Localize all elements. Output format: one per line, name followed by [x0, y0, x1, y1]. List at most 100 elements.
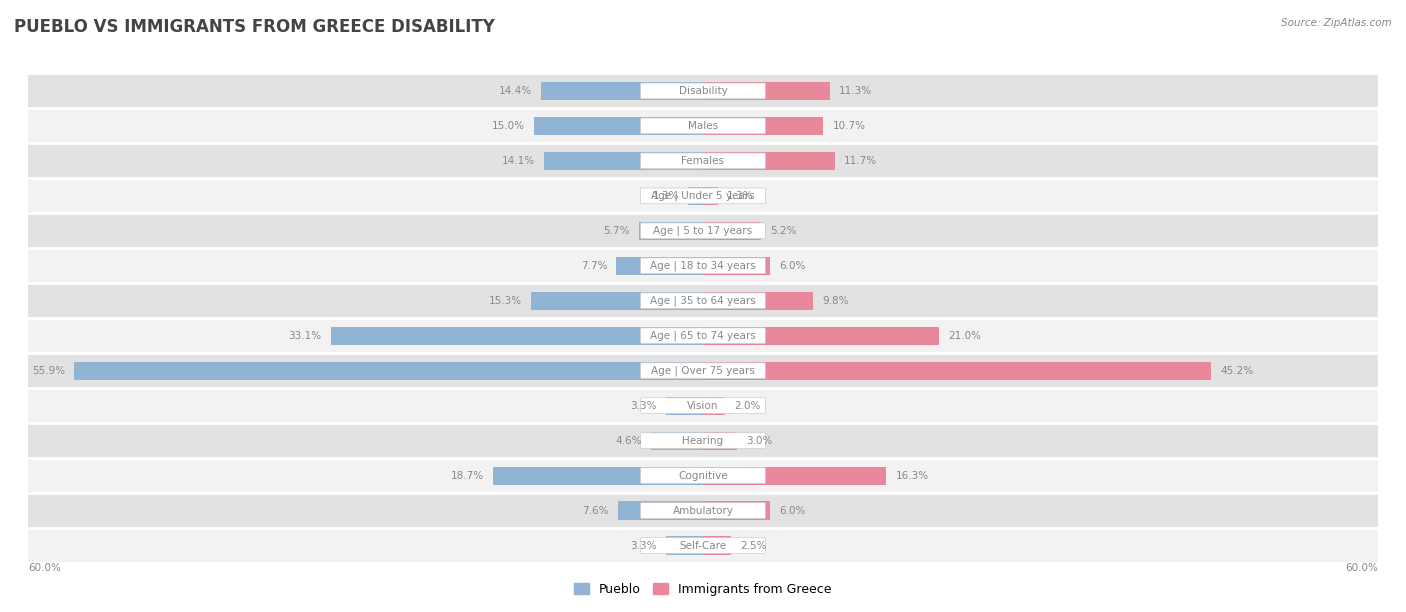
Bar [638, 222, 703, 240]
Text: 18.7%: 18.7% [450, 471, 484, 480]
FancyBboxPatch shape [641, 502, 765, 518]
Text: 33.1%: 33.1% [288, 330, 322, 341]
Bar [703, 397, 725, 415]
Bar [28, 108, 1378, 143]
Text: Source: ZipAtlas.com: Source: ZipAtlas.com [1281, 18, 1392, 28]
Bar [703, 222, 762, 240]
Bar [616, 256, 703, 275]
Bar [531, 292, 703, 310]
Bar [28, 143, 1378, 178]
Bar [28, 458, 1378, 493]
Text: Cognitive: Cognitive [678, 471, 728, 480]
Text: 1.3%: 1.3% [727, 191, 754, 201]
Legend: Pueblo, Immigrants from Greece: Pueblo, Immigrants from Greece [569, 578, 837, 601]
FancyBboxPatch shape [641, 328, 765, 343]
Text: 14.4%: 14.4% [499, 86, 531, 96]
Bar [651, 431, 703, 450]
Text: Age | 18 to 34 years: Age | 18 to 34 years [650, 261, 756, 271]
Bar [703, 501, 770, 520]
Bar [28, 283, 1378, 318]
FancyBboxPatch shape [641, 293, 765, 308]
Bar [28, 248, 1378, 283]
Text: 7.6%: 7.6% [582, 506, 609, 515]
Text: Vision: Vision [688, 401, 718, 411]
FancyBboxPatch shape [641, 83, 765, 99]
Bar [330, 327, 703, 345]
Bar [703, 537, 731, 554]
Text: 9.8%: 9.8% [823, 296, 849, 306]
Bar [544, 152, 703, 170]
Text: 6.0%: 6.0% [779, 261, 806, 271]
Bar [689, 187, 703, 205]
FancyBboxPatch shape [641, 118, 765, 134]
Bar [703, 187, 717, 205]
Text: Females: Females [682, 156, 724, 166]
Text: 3.3%: 3.3% [630, 540, 657, 551]
FancyBboxPatch shape [641, 223, 765, 239]
Bar [703, 292, 813, 310]
Text: 16.3%: 16.3% [896, 471, 928, 480]
Text: Hearing: Hearing [682, 436, 724, 446]
Text: 21.0%: 21.0% [948, 330, 981, 341]
Text: 3.3%: 3.3% [630, 401, 657, 411]
Bar [703, 466, 886, 485]
Bar [28, 388, 1378, 423]
Text: Age | 5 to 17 years: Age | 5 to 17 years [654, 226, 752, 236]
Bar [666, 397, 703, 415]
FancyBboxPatch shape [641, 188, 765, 204]
Text: Disability: Disability [679, 86, 727, 96]
Text: 10.7%: 10.7% [832, 121, 865, 131]
FancyBboxPatch shape [641, 153, 765, 169]
Text: 7.7%: 7.7% [581, 261, 607, 271]
FancyBboxPatch shape [641, 538, 765, 553]
FancyBboxPatch shape [641, 468, 765, 483]
Text: Self-Care: Self-Care [679, 540, 727, 551]
Text: Males: Males [688, 121, 718, 131]
Bar [28, 178, 1378, 214]
Bar [28, 528, 1378, 563]
Text: Age | Under 5 years: Age | Under 5 years [651, 190, 755, 201]
Bar [703, 82, 830, 100]
Bar [534, 117, 703, 135]
Bar [703, 256, 770, 275]
Text: Age | 35 to 64 years: Age | 35 to 64 years [650, 296, 756, 306]
Text: 5.2%: 5.2% [770, 226, 797, 236]
Bar [541, 82, 703, 100]
Bar [28, 214, 1378, 248]
Bar [703, 327, 939, 345]
Text: Age | Over 75 years: Age | Over 75 years [651, 365, 755, 376]
Bar [703, 117, 824, 135]
FancyBboxPatch shape [641, 398, 765, 414]
Bar [703, 152, 835, 170]
Text: 45.2%: 45.2% [1220, 366, 1254, 376]
FancyBboxPatch shape [641, 363, 765, 379]
Bar [492, 466, 703, 485]
Text: 3.0%: 3.0% [745, 436, 772, 446]
Bar [703, 362, 1212, 380]
Text: 60.0%: 60.0% [1346, 563, 1378, 573]
Bar [28, 493, 1378, 528]
Text: 11.7%: 11.7% [844, 156, 877, 166]
Text: 11.3%: 11.3% [839, 86, 872, 96]
Text: PUEBLO VS IMMIGRANTS FROM GREECE DISABILITY: PUEBLO VS IMMIGRANTS FROM GREECE DISABIL… [14, 18, 495, 36]
Bar [28, 353, 1378, 388]
Text: 15.0%: 15.0% [492, 121, 526, 131]
Text: Ambulatory: Ambulatory [672, 506, 734, 515]
Bar [617, 501, 703, 520]
Bar [666, 537, 703, 554]
Text: 2.0%: 2.0% [734, 401, 761, 411]
Text: 60.0%: 60.0% [28, 563, 60, 573]
Text: 4.6%: 4.6% [616, 436, 643, 446]
Text: Age | 65 to 74 years: Age | 65 to 74 years [650, 330, 756, 341]
Text: 5.7%: 5.7% [603, 226, 630, 236]
Text: 55.9%: 55.9% [32, 366, 65, 376]
Bar [28, 318, 1378, 353]
Text: 14.1%: 14.1% [502, 156, 536, 166]
Bar [75, 362, 703, 380]
FancyBboxPatch shape [641, 258, 765, 274]
Bar [28, 423, 1378, 458]
Text: 6.0%: 6.0% [779, 506, 806, 515]
Text: 2.5%: 2.5% [740, 540, 766, 551]
Text: 1.3%: 1.3% [652, 191, 679, 201]
Bar [28, 73, 1378, 108]
